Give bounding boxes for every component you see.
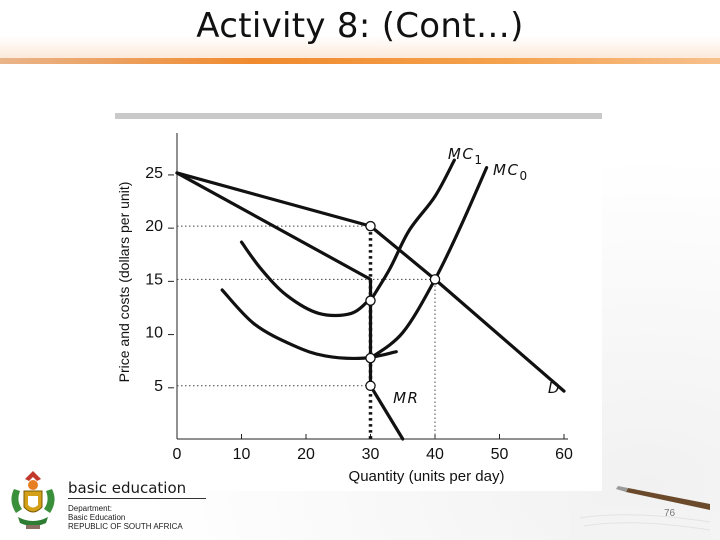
x-tick-label: 10 [233, 446, 251, 463]
intersection-point [365, 380, 376, 392]
marginal-cost-curve-mc1 [368, 158, 456, 303]
marginal-revenue-curve [175, 171, 405, 441]
mc1-label-text: MC [448, 145, 474, 163]
mc1-label-subscript: 1 [474, 153, 483, 167]
mr-label-text: MR [393, 389, 419, 407]
logo-country: REPUBLIC OF SOUTH AFRICA [68, 522, 183, 531]
mc0-label-subscript: 0 [519, 169, 528, 183]
logo-dept-label: Department: [68, 504, 113, 513]
demand-label-text: D [548, 379, 561, 397]
y-tick-label: 10 [145, 325, 163, 342]
intersection-point [429, 274, 441, 285]
x-axis-label: Quantity (units per day) [349, 468, 505, 485]
mc0-label: MC0 [493, 161, 529, 183]
demand-label: D [548, 379, 561, 397]
intersection-point [365, 352, 376, 364]
y-axis-label: Price and costs (dollars per unit) [116, 182, 132, 383]
chart-frame: 0 10 20 30 40 50 60 5 10 15 20 25 Quantity (units pe… [115, 113, 602, 491]
mr-label: MR [393, 389, 419, 407]
x-tick-label: 30 [362, 446, 380, 463]
x-tick-label: 60 [555, 446, 573, 463]
logo-rule [68, 498, 206, 499]
x-tick-label: 20 [297, 446, 315, 463]
page-number: 76 [664, 508, 676, 519]
logo-wordmark: basic education [68, 479, 187, 497]
mc0-label-text: MC [493, 161, 519, 179]
pen-decoration-icon [570, 486, 711, 540]
coat-of-arms-icon [11, 471, 55, 529]
department-logo: basic education Department: Basic Educat… [4, 465, 214, 537]
y-tick-label: 25 [145, 165, 163, 182]
average-cost-curve-upper [239, 240, 373, 318]
accent-bar [0, 58, 720, 64]
x-tick-label: 50 [491, 446, 509, 463]
y-tick-label: 20 [145, 218, 163, 235]
title-band [0, 0, 720, 62]
demand-curve [175, 171, 566, 393]
intersection-point [365, 220, 376, 232]
y-tick-label: 15 [145, 271, 163, 288]
marginal-cost-curve-mc0 [368, 166, 489, 360]
x-tick-label: 40 [426, 446, 444, 463]
y-tick-label: 5 [154, 378, 163, 395]
logo-dept-name: Basic Education [68, 513, 126, 522]
slide-title: Activity 8: (Cont…) [196, 6, 524, 46]
intersection-point [365, 295, 376, 306]
mc1-label: MC1 [448, 145, 484, 167]
x-tick-label: 0 [173, 446, 182, 463]
